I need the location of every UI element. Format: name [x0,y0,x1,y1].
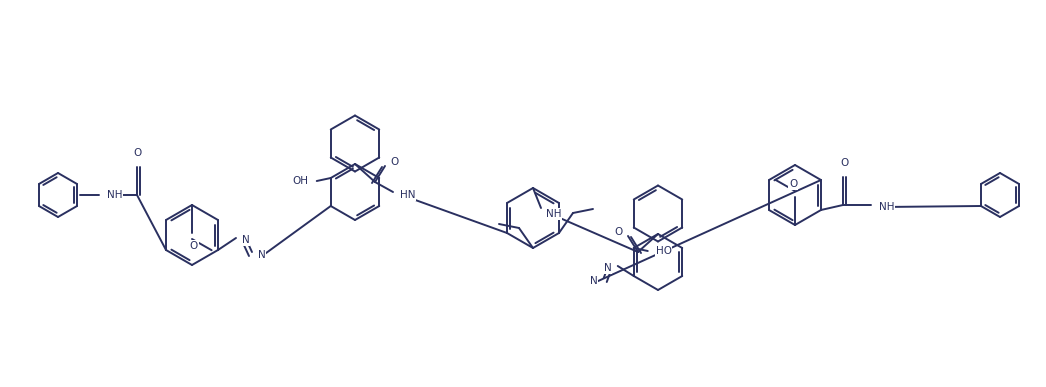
Text: NH: NH [546,209,562,219]
Text: O: O [133,148,141,158]
Text: HO: HO [656,246,672,256]
Text: NH: NH [879,202,894,212]
Text: NH: NH [107,190,122,200]
Text: O: O [390,157,399,167]
Text: O: O [190,241,198,251]
Text: HN: HN [400,190,415,200]
Text: N: N [590,276,597,286]
Text: O: O [841,158,849,168]
Text: O: O [615,227,623,237]
Text: N: N [258,250,266,260]
Text: O: O [789,179,797,189]
Text: OH: OH [293,176,309,186]
Text: N: N [604,263,612,273]
Text: N: N [242,235,250,245]
